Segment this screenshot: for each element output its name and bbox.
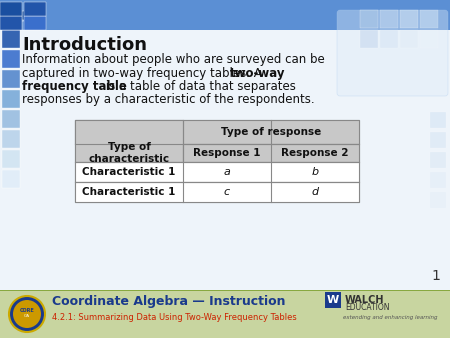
Text: EDUCATION: EDUCATION xyxy=(345,304,390,313)
Text: responses by a characteristic of the respondents.: responses by a characteristic of the res… xyxy=(22,94,315,106)
Text: Coordinate Algebra — Instruction: Coordinate Algebra — Instruction xyxy=(52,295,285,309)
Bar xyxy=(430,132,446,148)
Text: Characteristic 1: Characteristic 1 xyxy=(82,167,176,177)
Bar xyxy=(420,10,438,28)
Bar xyxy=(75,120,359,202)
Bar xyxy=(380,30,398,48)
Text: c: c xyxy=(224,187,230,197)
Text: Type of response: Type of response xyxy=(221,127,321,137)
FancyBboxPatch shape xyxy=(337,10,448,96)
Bar xyxy=(2,70,20,88)
Bar xyxy=(430,192,446,208)
Bar xyxy=(2,170,20,188)
Bar xyxy=(360,30,378,48)
Bar xyxy=(380,10,398,28)
Text: GA: GA xyxy=(24,314,30,318)
Circle shape xyxy=(9,296,45,332)
Bar xyxy=(75,182,359,202)
Bar xyxy=(75,120,183,162)
Text: Information about people who are surveyed can be: Information about people who are surveye… xyxy=(22,53,325,66)
Text: CORE: CORE xyxy=(20,309,34,314)
Bar xyxy=(360,10,378,28)
Text: Response 1: Response 1 xyxy=(193,148,261,158)
Text: 4.2.1: Summarizing Data Using Two-Way Frequency Tables: 4.2.1: Summarizing Data Using Two-Way Fr… xyxy=(52,314,297,322)
Text: Response 2: Response 2 xyxy=(281,148,349,158)
Bar xyxy=(75,162,359,182)
Bar xyxy=(430,172,446,188)
Bar xyxy=(75,120,359,144)
Bar xyxy=(325,292,341,308)
Bar xyxy=(430,152,446,168)
Bar xyxy=(2,21,20,30)
Bar xyxy=(0,16,22,30)
Text: Type of
characteristic: Type of characteristic xyxy=(89,142,170,164)
Bar xyxy=(0,0,450,30)
Text: captured in two-way frequency tables. A: captured in two-way frequency tables. A xyxy=(22,67,265,79)
Bar xyxy=(183,144,359,162)
Bar xyxy=(0,290,450,338)
Bar xyxy=(2,90,20,108)
Text: extending and enhancing learning: extending and enhancing learning xyxy=(343,314,437,319)
Bar xyxy=(2,11,20,20)
Bar xyxy=(0,2,22,16)
Text: two-way: two-way xyxy=(230,67,285,79)
Bar xyxy=(2,50,20,68)
Bar xyxy=(2,30,20,48)
Bar xyxy=(24,16,46,30)
Bar xyxy=(2,130,20,148)
Bar xyxy=(430,112,446,128)
Bar xyxy=(2,110,20,128)
Bar xyxy=(0,290,450,291)
Bar xyxy=(24,2,46,16)
Text: frequency table: frequency table xyxy=(22,80,127,93)
Text: a: a xyxy=(224,167,230,177)
Circle shape xyxy=(13,300,41,328)
Text: d: d xyxy=(311,187,319,197)
Bar xyxy=(22,21,40,30)
Bar xyxy=(2,150,20,168)
Text: 1: 1 xyxy=(431,269,440,283)
Text: Introduction: Introduction xyxy=(22,36,147,54)
Bar xyxy=(420,30,438,48)
Bar xyxy=(0,30,450,290)
Text: WALCH: WALCH xyxy=(345,295,384,305)
Bar xyxy=(400,10,418,28)
Text: is a table of data that separates: is a table of data that separates xyxy=(102,80,296,93)
Bar xyxy=(400,30,418,48)
Text: Characteristic 1: Characteristic 1 xyxy=(82,187,176,197)
Text: b: b xyxy=(311,167,319,177)
Bar xyxy=(22,11,40,20)
Text: W: W xyxy=(327,295,339,305)
